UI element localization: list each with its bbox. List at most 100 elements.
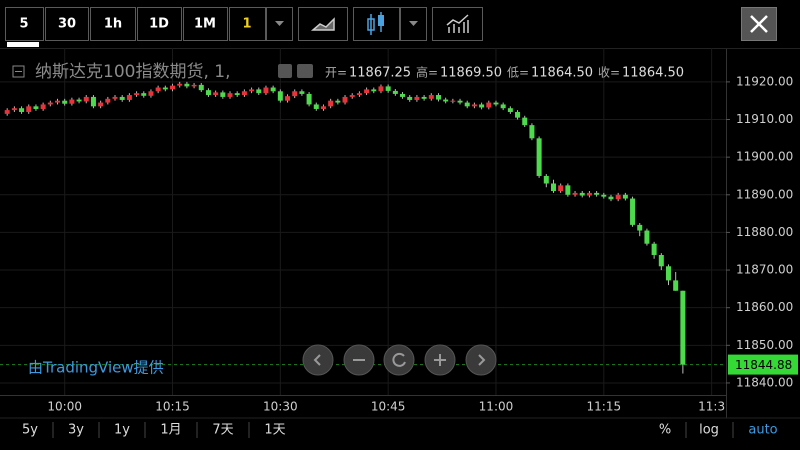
auto-toggle[interactable]: auto	[748, 423, 777, 438]
caret-icon	[275, 21, 284, 26]
legend-value: 11869.50	[440, 66, 502, 81]
candle-body	[256, 89, 262, 94]
navigation-icons	[313, 352, 486, 367]
range-button[interactable]: 1天	[264, 423, 285, 438]
candle-body	[342, 96, 348, 103]
candle-body	[320, 106, 326, 109]
candle-body	[493, 102, 499, 105]
candle-body	[213, 92, 219, 96]
scroll-right-button[interactable]	[465, 344, 497, 376]
x-tick-label: 10:15	[155, 400, 190, 414]
candle-body	[364, 89, 370, 94]
separators	[52, 422, 734, 438]
x-tick-label: 10:45	[371, 400, 406, 414]
interval-label: 1D	[149, 17, 169, 32]
scroll-left-button[interactable]	[302, 344, 334, 376]
candle-body	[414, 96, 420, 100]
range-button[interactable]: 3y	[68, 423, 84, 438]
percent-toggle[interactable]: %	[659, 423, 671, 438]
candle-body	[191, 84, 197, 87]
interval-button[interactable]	[137, 7, 182, 41]
settings-icon[interactable]	[297, 64, 313, 78]
candle-body	[378, 86, 384, 92]
candle-body	[83, 96, 89, 102]
candle-body	[471, 104, 477, 107]
x-tick-label: 11:15	[587, 400, 622, 414]
candle-body	[479, 104, 485, 108]
candle-body	[385, 86, 391, 91]
candle-body	[299, 91, 305, 94]
range-button[interactable]: 5y	[22, 423, 38, 438]
candle-body	[651, 243, 657, 255]
candle-body	[356, 93, 362, 96]
candle-body	[680, 290, 686, 365]
x-tick-label: 10:00	[47, 400, 82, 414]
candle-body	[457, 100, 463, 103]
range-button[interactable]: 7天	[212, 423, 233, 438]
candle-body	[292, 91, 298, 97]
interval-button[interactable]	[5, 7, 44, 41]
ohlc-legend: 开= 11867.25 高= 11869.50 低= 11864.50 收= 11864.50	[325, 65, 684, 81]
candle-body	[421, 96, 427, 99]
legend-label: 高=	[416, 65, 438, 80]
legend-value: 11864.50	[622, 66, 684, 81]
reset-button[interactable]	[383, 344, 415, 376]
interval-button[interactable]	[45, 7, 89, 41]
y-tick-label: 11920.00	[736, 74, 793, 88]
candle-body	[313, 104, 319, 109]
candle-body	[227, 93, 233, 97]
candle-body	[4, 110, 10, 114]
candle-body	[522, 117, 528, 126]
candle-body	[637, 224, 643, 231]
candle-body	[443, 99, 449, 102]
candle-body	[155, 87, 161, 92]
range-bar: 5y 3y 1y 1月 7天 1天 % log auto	[22, 422, 778, 438]
candle-body	[428, 95, 434, 99]
candle-body	[270, 87, 276, 92]
candle-body	[277, 91, 283, 101]
candle-body	[19, 108, 25, 112]
toolbar: 5 30 1h 1D 1M 1	[5, 7, 777, 47]
x-tick-label: 10:30	[263, 400, 298, 414]
candle-body	[371, 89, 377, 92]
candle-body	[435, 95, 441, 100]
symbol-title: 纳斯达克100指数期货, 1,	[35, 62, 230, 82]
candle-body	[529, 125, 535, 139]
y-tick-label: 11870.00	[736, 263, 793, 277]
interval-button[interactable]	[229, 7, 266, 41]
candle-body	[170, 85, 176, 90]
candle-body	[69, 99, 75, 104]
candle-body	[392, 90, 398, 94]
y-tick-label: 11840.00	[736, 375, 793, 389]
range-button[interactable]: 1月	[160, 423, 181, 438]
candle-body	[450, 100, 456, 102]
candle-body	[594, 192, 600, 195]
candle-body	[11, 108, 17, 111]
candle-body	[184, 83, 190, 87]
candle-body	[112, 96, 118, 99]
interval-label: 5	[19, 17, 28, 32]
candle-body	[47, 102, 53, 105]
candle-body	[500, 104, 506, 109]
y-tick-label: 11880.00	[736, 225, 793, 239]
candle-body	[335, 100, 341, 103]
x-tick-label: 11:3	[698, 400, 725, 414]
candle-body	[349, 95, 355, 97]
interval-button[interactable]	[90, 7, 136, 41]
legend-value: 11867.25	[349, 66, 411, 81]
log-toggle[interactable]: log	[699, 423, 719, 438]
candle-body	[134, 93, 140, 96]
camera-icon[interactable]	[278, 64, 292, 78]
line-style-button[interactable]	[298, 7, 348, 41]
candle-body	[40, 104, 46, 109]
indicators-button[interactable]	[432, 7, 483, 41]
candle-body	[550, 183, 556, 192]
collapse-icon[interactable]	[12, 65, 25, 78]
legend-label: 收=	[598, 66, 620, 80]
candle-style-button[interactable]	[353, 7, 400, 41]
watermark: 由TradingView提供	[28, 359, 164, 377]
interval-button[interactable]	[183, 7, 228, 41]
x-tick-label: 11:00	[479, 400, 514, 414]
range-button[interactable]: 1y	[114, 423, 130, 438]
